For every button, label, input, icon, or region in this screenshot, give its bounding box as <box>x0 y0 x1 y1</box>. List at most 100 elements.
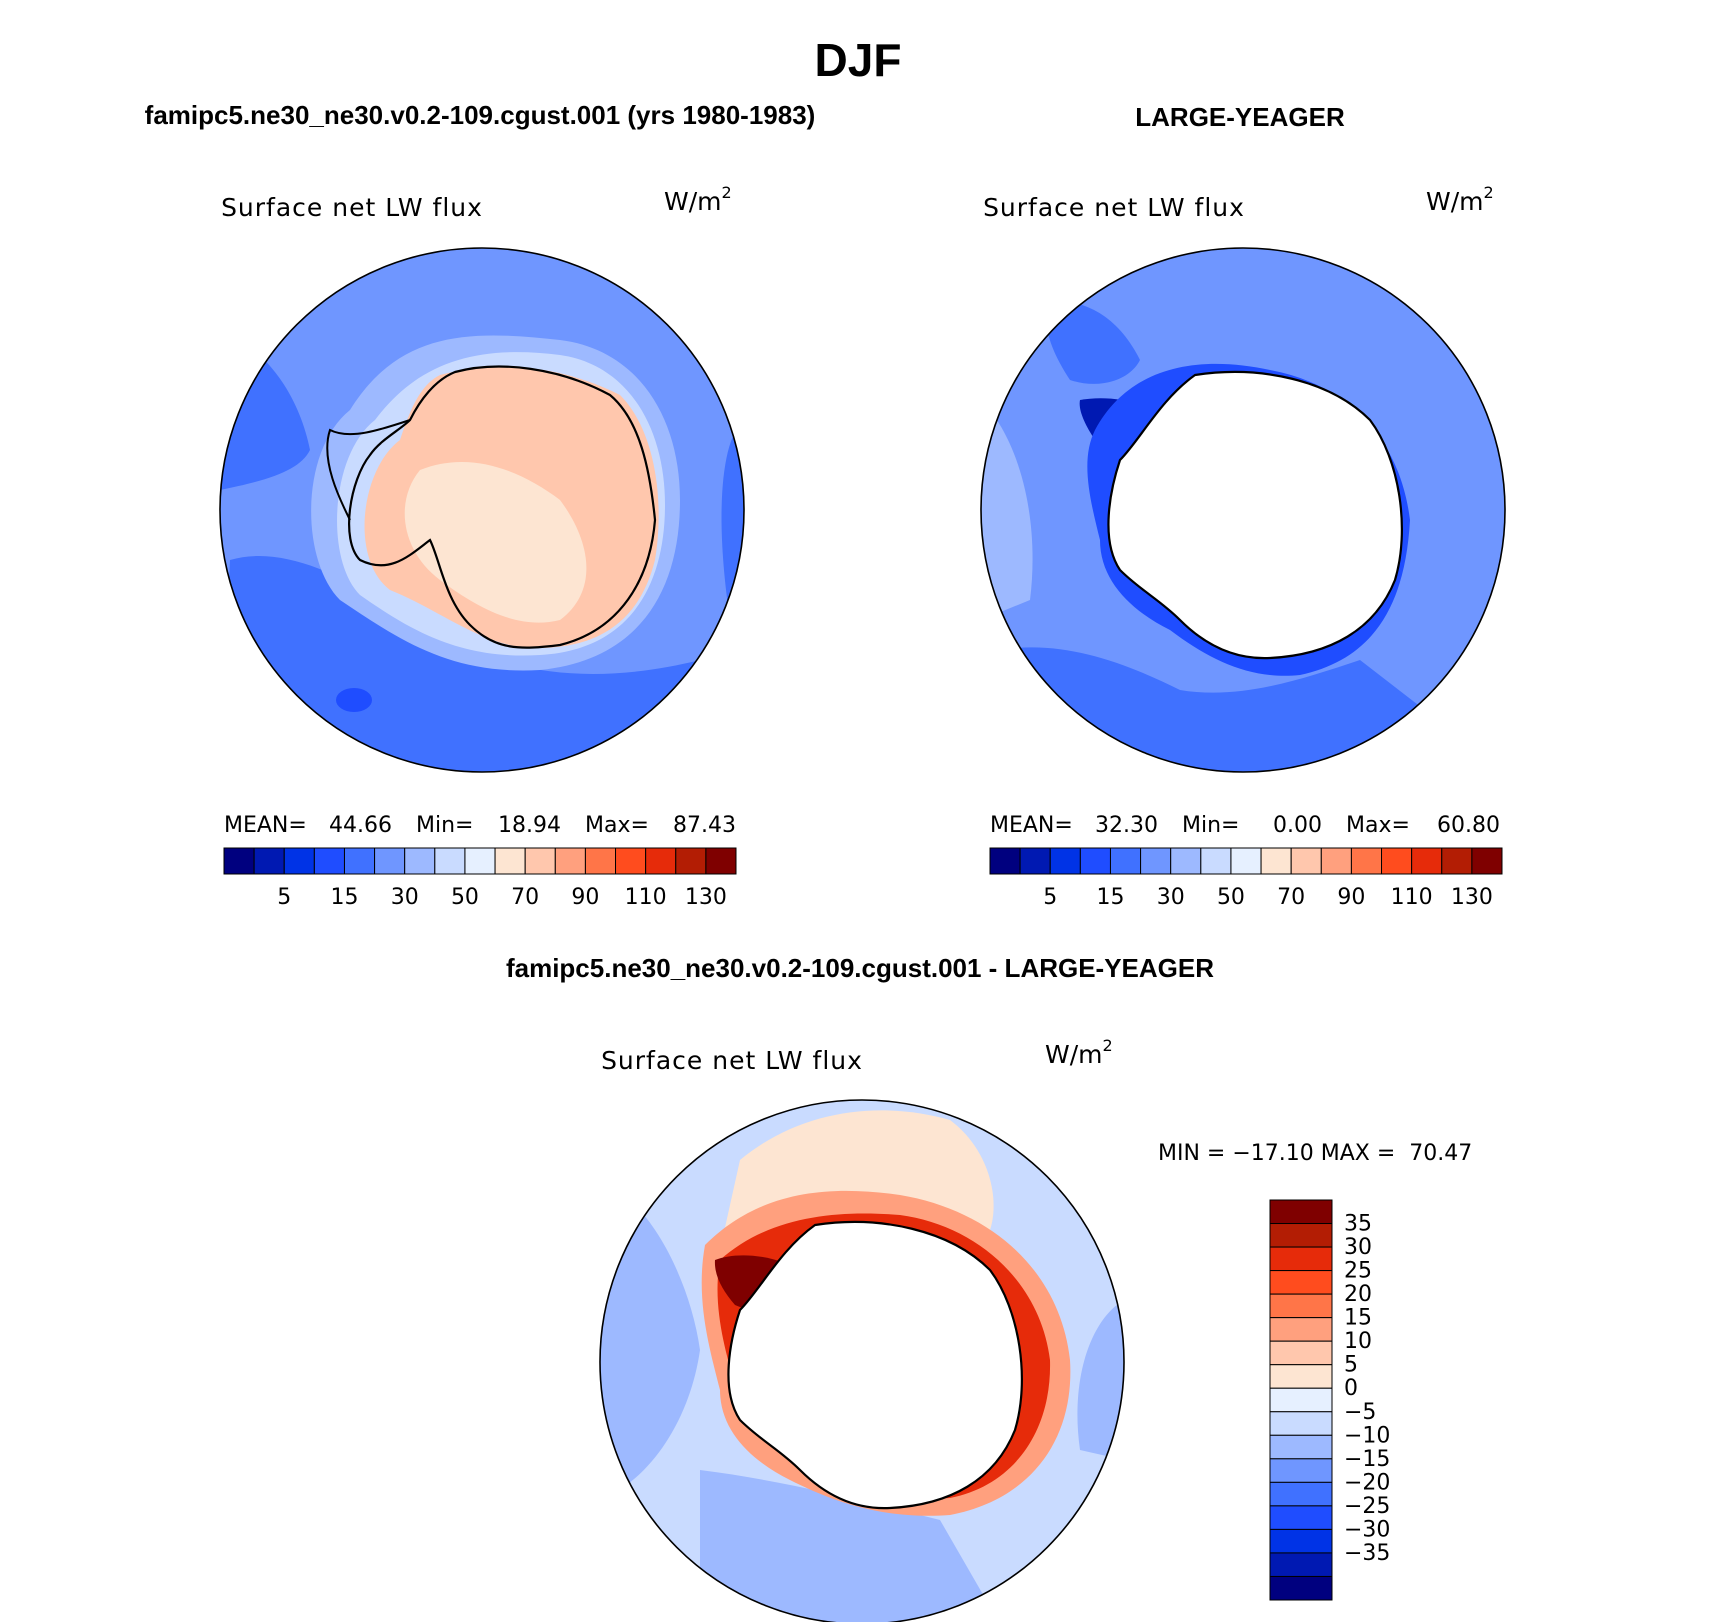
diff-panel-header: famipc5.ne30_ne30.v0.2-109.cgust.001 - L… <box>506 953 1214 983</box>
model-variable-label: Surface net LW flux <box>221 193 483 222</box>
diff-colorbar-tick: 30 <box>1344 1235 1372 1260</box>
diff-colorbar-box <box>1269 1364 1333 1389</box>
diff-colorbar-box <box>1269 1270 1333 1295</box>
model-colorbar-box <box>675 847 707 875</box>
model-colorbar-box <box>253 847 285 875</box>
model-colorbar-tick: 5 <box>277 885 291 910</box>
model-map-border <box>219 247 745 773</box>
obs-colorbar-box <box>1109 847 1142 875</box>
model-colorbar-box <box>283 847 315 875</box>
obs-colorbar: 5 15 30 50 70 90 110 130 <box>989 847 1503 910</box>
obs-colorbar-tick: 15 <box>1096 885 1124 910</box>
obs-mean-label: MEAN= <box>990 813 1073 838</box>
model-panel-header: famipc5.ne30_ne30.v0.2-109.cgust.001 (yr… <box>145 100 816 130</box>
model-colorbar-tick: 15 <box>330 885 358 910</box>
obs-colorbar-tick: 110 <box>1391 885 1433 910</box>
obs-coastline <box>1107 370 1403 660</box>
model-stats: MEAN= 44.66 Min= 18.94 Max= 87.43 <box>224 813 736 838</box>
model-min-label: Min= <box>416 813 473 838</box>
obs-ocean-darker-nw <box>1046 300 1140 384</box>
diff-ocean-blue-south <box>700 1470 1000 1622</box>
diff-colorbar-box <box>1269 1293 1333 1319</box>
obs-min-label: Min= <box>1182 813 1239 838</box>
model-land-cream <box>404 461 587 623</box>
diff-land-white <box>728 1222 1022 1509</box>
diff-colorbar-tick: 10 <box>1344 1329 1372 1354</box>
obs-colorbar-tick: 70 <box>1277 885 1305 910</box>
diff-colorbar-tick: 0 <box>1344 1376 1358 1401</box>
model-colorbar-tick: 130 <box>685 885 727 910</box>
obs-max-value: 60.80 <box>1437 813 1500 838</box>
obs-colorbar-box <box>989 847 1021 875</box>
diff-colorbar-tick: −5 <box>1344 1400 1376 1425</box>
model-colorbar-box <box>223 847 255 875</box>
obs-colorbar-tick: 30 <box>1157 885 1185 910</box>
model-units: W/m2 <box>664 183 732 216</box>
diff-colorbar-box <box>1269 1340 1333 1366</box>
obs-map <box>981 248 1505 772</box>
obs-colorbar-box <box>1140 847 1172 875</box>
model-mean-value: 44.66 <box>329 813 392 838</box>
diff-colorbar-box <box>1269 1411 1333 1436</box>
model-min-value: 18.94 <box>498 813 561 838</box>
diff-colorbar-box <box>1269 1199 1333 1225</box>
obs-mean-value: 32.30 <box>1095 813 1158 838</box>
obs-colorbar-box <box>1049 847 1081 875</box>
model-colorbar-box <box>584 847 617 875</box>
diff-colorbar-box <box>1269 1481 1333 1507</box>
diff-colorbar-tick: −35 <box>1344 1541 1390 1566</box>
obs-colorbar-tick: 5 <box>1043 885 1057 910</box>
diff-colorbar-box <box>1269 1505 1333 1530</box>
diff-variable-label: Surface net LW flux <box>601 1046 863 1075</box>
model-colorbar: 5 15 30 50 70 90 110 130 <box>223 847 737 910</box>
diff-minmax: MIN = −17.10 MAX = 70.47 <box>1158 1141 1472 1166</box>
model-colorbar-tick: 90 <box>571 885 599 910</box>
obs-colorbar-box <box>1381 847 1413 875</box>
diff-colorbar-tick: 15 <box>1344 1306 1372 1331</box>
model-coastline <box>348 365 657 649</box>
diff-colorbar-tick: −15 <box>1344 1447 1390 1472</box>
model-colorbar-box <box>524 847 556 875</box>
obs-colorbar-box <box>1079 847 1111 875</box>
obs-colorbar-tick: 130 <box>1451 885 1493 910</box>
diff-colorbar-box <box>1269 1317 1333 1342</box>
diff-colorbar-box <box>1269 1434 1333 1460</box>
model-colorbar-tick: 70 <box>511 885 539 910</box>
diff-colorbar-box <box>1269 1387 1333 1413</box>
diff-colorbar-box <box>1269 1528 1333 1554</box>
obs-colorbar-box <box>1441 847 1473 875</box>
obs-land-white <box>1108 372 1402 659</box>
obs-stats: MEAN= 32.30 Min= 0.00 Max= 60.80 <box>990 813 1500 838</box>
obs-colorbar-box <box>1230 847 1262 875</box>
obs-panel-header: LARGE-YEAGER <box>1135 102 1345 132</box>
diff-units: W/m2 <box>1045 1036 1113 1069</box>
diff-map-border <box>599 1099 1125 1622</box>
diff-colorbar-tick: 25 <box>1344 1259 1372 1284</box>
diff-colorbar-tick: −20 <box>1344 1470 1390 1495</box>
model-max-value: 87.43 <box>673 813 736 838</box>
obs-units: W/m2 <box>1426 183 1494 216</box>
diff-ocean-blue-east <box>1077 1300 1124 1460</box>
obs-colorbar-tick: 50 <box>1217 885 1245 910</box>
diff-colorbar-box <box>1269 1575 1333 1601</box>
model-colorbar-box <box>404 847 436 875</box>
obs-colorbar-box <box>1290 847 1322 875</box>
obs-colorbar-box <box>1471 847 1503 875</box>
model-colorbar-box <box>494 847 526 875</box>
model-ocean-patch <box>336 688 372 712</box>
diff-colorbar-box <box>1269 1458 1333 1483</box>
model-peninsula <box>326 419 411 521</box>
obs-colorbar-box <box>1411 847 1443 875</box>
model-colorbar-tick: 30 <box>391 885 419 910</box>
diff-map <box>600 1100 1124 1622</box>
obs-colorbar-box <box>1170 847 1202 875</box>
obs-colorbar-box <box>1350 847 1383 875</box>
model-colorbar-box <box>434 847 466 875</box>
diff-coastline <box>727 1220 1023 1510</box>
obs-colorbar-box <box>1320 847 1352 875</box>
diff-ocean-blue-west <box>600 1180 700 1500</box>
diff-colorbar-tick: −30 <box>1344 1517 1390 1542</box>
diff-colorbar-tick: 5 <box>1344 1353 1358 1378</box>
diff-colorbar-tick: 35 <box>1344 1212 1372 1237</box>
